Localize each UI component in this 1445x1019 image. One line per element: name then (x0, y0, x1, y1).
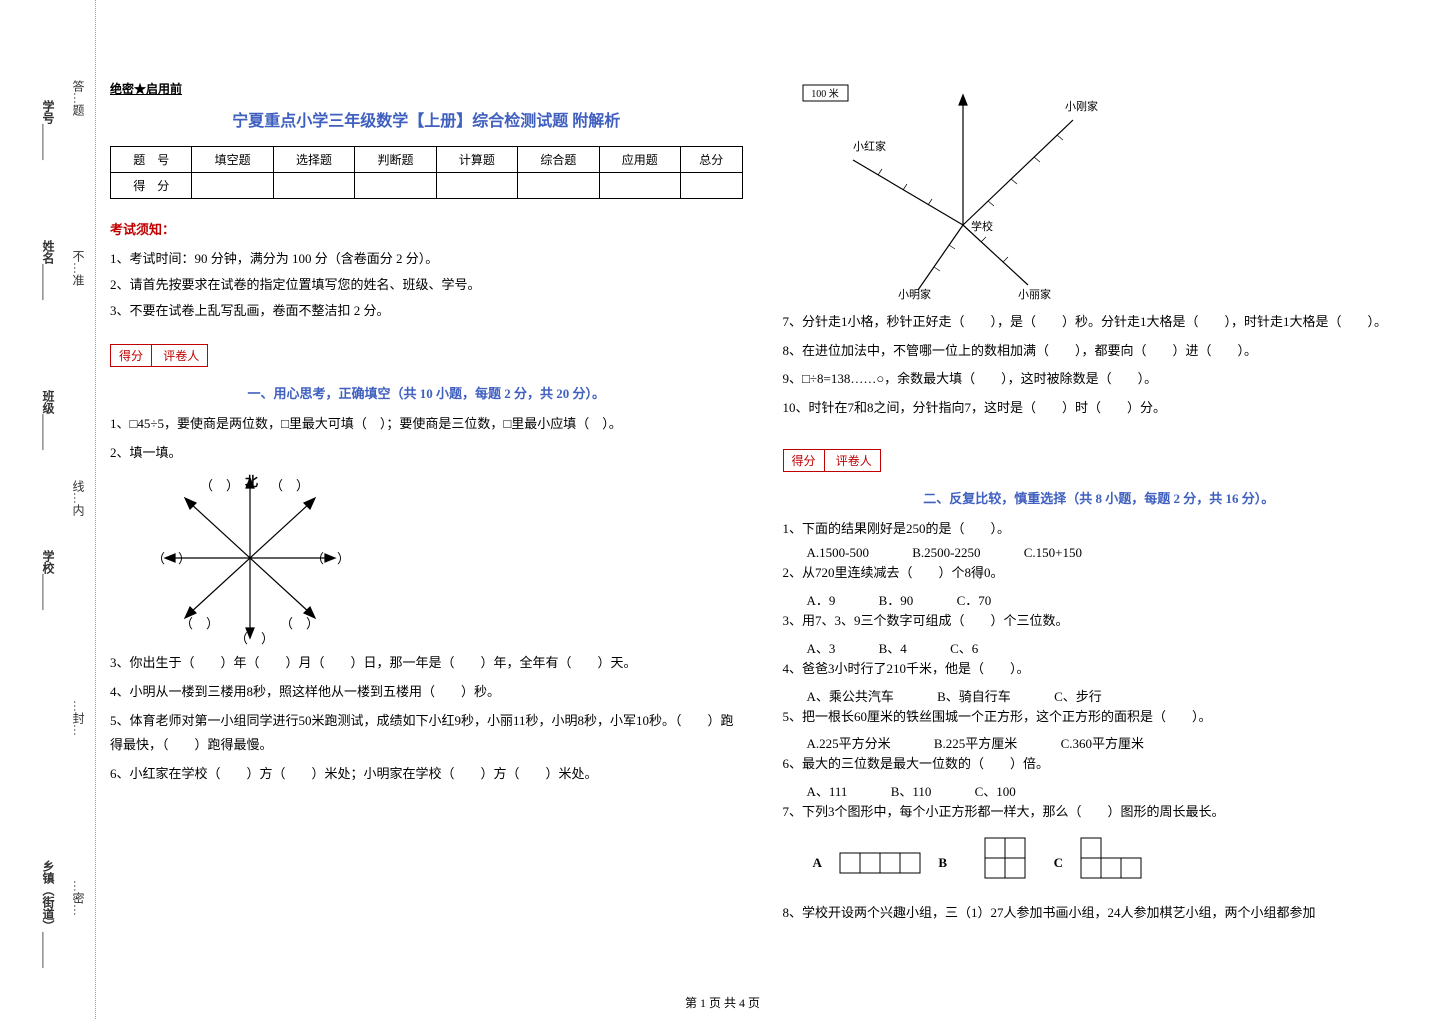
note-item: 1、考试时间：90 分钟，满分为 100 分（含卷面分 2 分）。 (110, 246, 743, 272)
q1-4: 4、小明从一楼到三楼用8秒，照这样他从一楼到五楼用（ ）秒。 (110, 680, 743, 705)
binding-name: 姓名______ (40, 240, 57, 300)
table-row: 题 号 填空题 选择题 判断题 计算题 综合题 应用题 总分 (111, 147, 743, 173)
compass-label: （ ） (152, 548, 191, 567)
score-box: 得分 评卷人 (110, 344, 208, 367)
th-fill: 填空题 (192, 147, 273, 173)
q1-6: 6、小红家在学校（ ）方（ ）米处；小明家在学校（ ）方（ ）米处。 (110, 762, 743, 787)
binding-strip: 乡镇（街道）______ 学校______ 班级______ 姓名______ … (0, 0, 96, 1019)
q2-1-opts: A.1500-500 B.2500-2250 C.150+150 (783, 545, 1416, 561)
section1-title: 一、用心思考，正确填空（共 10 小题，每题 2 分，共 20 分）。 (110, 383, 743, 402)
table-row: 得 分 (111, 173, 743, 199)
q1-1: 1、□45÷5，要使商是两位数，□里最大可填（ ）；要使商是三位数，□里最小应填… (110, 412, 743, 437)
section2-title: 二、反复比较，慎重选择（共 8 小题，每题 2 分，共 16 分）。 (783, 488, 1416, 507)
shapes-row: A B C (803, 833, 1416, 893)
score-box-left: 得分 (111, 345, 152, 366)
q2-7: 7、下列3个图形中，每个小正方形都一样大，那么（ ）图形的周长最长。 (783, 800, 1416, 825)
shape-c-label: C (1054, 855, 1063, 870)
binding-class: 班级______ (40, 390, 57, 450)
left-column: 绝密★启用前 宁夏重点小学三年级数学【上册】综合检测试题 附解析 题 号 填空题… (110, 20, 743, 989)
confidential-mark: 绝密★启用前 (110, 80, 743, 97)
th-comp: 综合题 (518, 147, 599, 173)
exam-title: 宁夏重点小学三年级数学【上册】综合检测试题 附解析 (110, 107, 743, 131)
notes-list: 1、考试时间：90 分钟，满分为 100 分（含卷面分 2 分）。 2、请首先按… (110, 246, 743, 324)
th-judge: 判断题 (355, 147, 436, 173)
seal-mi: …密… (70, 880, 87, 916)
seal-xian: 线…内 (70, 480, 87, 516)
compass-label: （ ） (180, 613, 219, 632)
notes-heading: 考试须知： (110, 219, 743, 238)
score-box-right: 评卷人 (828, 450, 880, 471)
q2-1: 1、下面的结果刚好是250的是（ ）。 (783, 517, 1416, 542)
note-item: 3、不要在试卷上乱写乱画，卷面不整洁扣 2 分。 (110, 298, 743, 324)
shape-b-label: B (938, 855, 947, 870)
q2-3-opts: A、3 B、4 C、6 (783, 638, 1416, 657)
q1-9: 9、□÷8=138……○，余数最大填（ ），这时被除数是（ ）。 (783, 367, 1416, 392)
seal-bu: 不…准 (70, 250, 87, 286)
binding-township: 乡镇（街道）______ (40, 860, 57, 968)
binding-school: 学校______ (40, 550, 57, 610)
q1-8: 8、在进位加法中，不管哪一位上的数相加满（ ），都要向（ ）进（ ）。 (783, 339, 1416, 364)
compass-north: 北 (245, 471, 258, 490)
th-total: 总分 (680, 147, 742, 173)
th-choice: 选择题 (273, 147, 354, 173)
score-table: 题 号 填空题 选择题 判断题 计算题 综合题 应用题 总分 得 分 (110, 146, 743, 199)
row-label: 得 分 (111, 173, 192, 199)
page-content: 绝密★启用前 宁夏重点小学三年级数学【上册】综合检测试题 附解析 题 号 填空题… (110, 20, 1415, 989)
q2-6: 6、最大的三位数是最大一位数的（ ）倍。 (783, 752, 1416, 777)
compass-label: （ ） (235, 628, 274, 647)
q2-2-opts: A．9 B．90 C．70 (783, 590, 1416, 609)
compass-label: （ ） (270, 475, 309, 494)
q1-10: 10、时针在7和8之间，分针指向7，这时是（ ）时（ ）分。 (783, 396, 1416, 421)
score-box-left: 得分 (784, 450, 825, 471)
q2-5: 5、把一根长60厘米的铁丝围城一个正方形，这个正方形的面积是（ ）。 (783, 705, 1416, 730)
page-footer: 第 1 页 共 4 页 (0, 994, 1445, 1011)
map-xiaoming: 小明家 (898, 287, 931, 300)
shape-a-label: A (813, 855, 822, 870)
compass-label: （ ） (280, 613, 319, 632)
q2-8: 8、学校开设两个兴趣小组，三（1）27人参加书画小组，24人参加棋艺小组，两个小… (783, 901, 1416, 926)
q2-4-opts: A、乘公共汽车 B、骑自行车 C、步行 (783, 686, 1416, 705)
map-diagram: 100 米 小红家 小刚家 学校 小明家 小丽家 (793, 80, 1123, 300)
th-num: 题 号 (111, 147, 192, 173)
binding-id: 学号______ (40, 100, 57, 160)
q1-2: 2、填一填。 (110, 441, 743, 466)
shape-c-icon (1076, 833, 1166, 893)
map-xiaohong: 小红家 (853, 139, 886, 153)
compass-label: （ ） (200, 475, 239, 494)
map-xiaoli: 小丽家 (1018, 287, 1051, 300)
score-box-2: 得分 评卷人 (783, 449, 881, 472)
seal-feng: …封… (70, 700, 87, 736)
q1-7: 7、分针走1小格，秒针正好走（ ），是（ ）秒。分针走1大格是（ ），时针走1大… (783, 310, 1416, 335)
compass-label: （ ） (311, 548, 350, 567)
compass-diagram: （ ） 北 （ ） （ ） （ ） （ ） （ ） （ ） (150, 473, 350, 643)
q2-2: 2、从720里连续减去（ ）个8得0。 (783, 561, 1416, 586)
seal-da: 答…题 (70, 80, 87, 116)
q2-6-opts: A、111 B、110 C、100 (783, 781, 1416, 800)
q2-3: 3、用7、3、9三个数字可组成（ ）个三位数。 (783, 609, 1416, 634)
th-app: 应用题 (599, 147, 680, 173)
q2-4: 4、爸爸3小时行了210千米，他是（ ）。 (783, 657, 1416, 682)
shape-a-icon (835, 843, 925, 883)
map-scale-label: 100 米 (811, 87, 839, 100)
q2-5-opts: A.225平方分米 B.225平方厘米 C.360平方厘米 (783, 733, 1416, 752)
map-school: 学校 (971, 219, 993, 233)
shape-b-icon (960, 833, 1040, 893)
score-box-right: 评卷人 (155, 345, 207, 366)
q1-5: 5、体育老师对第一小组同学进行50米跑测试，成绩如下小红9秒，小丽11秒，小明8… (110, 709, 743, 758)
note-item: 2、请首先按要求在试卷的指定位置填写您的姓名、班级、学号。 (110, 272, 743, 298)
th-calc: 计算题 (436, 147, 517, 173)
right-column: 100 米 小红家 小刚家 学校 小明家 小丽家 (783, 20, 1416, 989)
q1-3: 3、你出生于（ ）年（ ）月（ ）日，那一年是（ ）年，全年有（ ）天。 (110, 651, 743, 676)
map-xiaogang: 小刚家 (1065, 99, 1098, 113)
